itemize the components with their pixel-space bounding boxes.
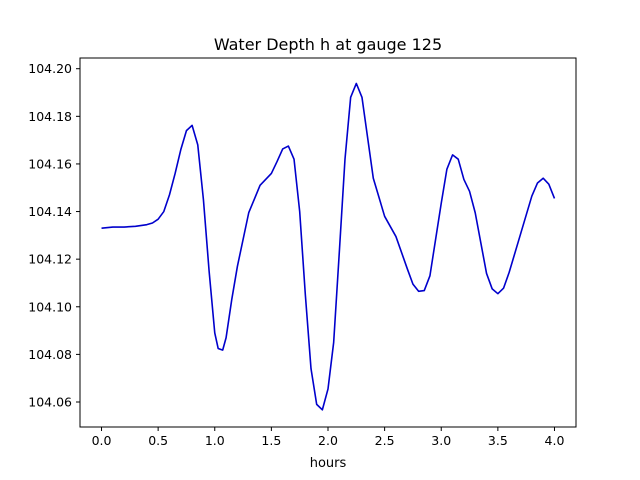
x-tick-label: 2.5 <box>375 433 395 448</box>
x-tick-label: 1.0 <box>205 433 225 448</box>
x-axis: 0.0 0.5 1.0 1.5 2.0 2.5 3.0 3.5 4.0 <box>92 427 565 448</box>
y-tick-label: 104.16 <box>28 156 72 171</box>
y-tick-label: 104.12 <box>28 252 72 267</box>
x-tick-label: 2.0 <box>318 433 338 448</box>
axes-frame <box>79 57 577 428</box>
x-tick-label: 0.0 <box>92 433 112 448</box>
x-tick-label: 1.5 <box>261 433 281 448</box>
y-tick-label: 104.10 <box>28 299 72 314</box>
series-line-0 <box>101 82 556 411</box>
y-tick-label: 104.08 <box>28 347 72 362</box>
x-tick-label: 3.5 <box>488 433 508 448</box>
x-tick-label: 0.5 <box>148 433 168 448</box>
x-tick-label: 4.0 <box>545 433 565 448</box>
y-axis: 104.06 104.08 104.10 104.12 104.14 104.16 104.… <box>28 61 80 410</box>
x-tick-label: 3.0 <box>431 433 451 448</box>
chart-title: Water Depth h at gauge 125 <box>214 35 442 54</box>
x-axis-label: hours <box>310 456 347 471</box>
y-tick-label: 104.06 <box>28 395 72 410</box>
plot-area <box>79 57 577 428</box>
y-tick-label: 104.20 <box>28 61 72 76</box>
y-tick-label: 104.18 <box>28 109 72 124</box>
y-tick-label: 104.14 <box>28 204 72 219</box>
